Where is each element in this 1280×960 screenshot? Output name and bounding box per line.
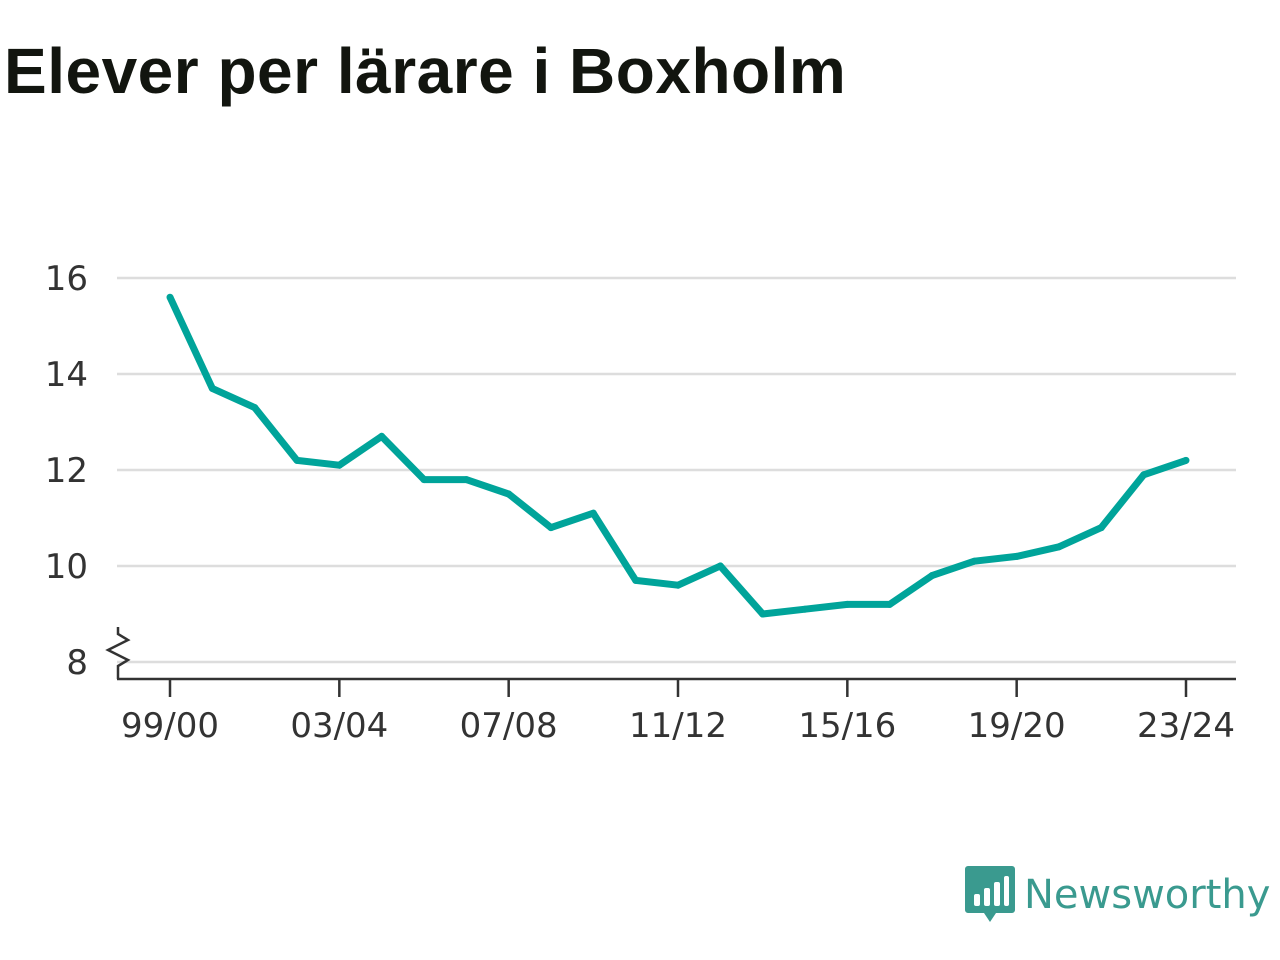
series-layer [166,293,1190,618]
y-tick-label: 16 [45,259,88,299]
data-point [716,562,724,570]
x-tick-label: 15/16 [798,706,896,746]
y-tick-label: 14 [45,355,88,395]
data-point [1097,524,1105,532]
y-tick-label: 8 [66,643,88,683]
x-axis-ticks: 99/00 03/04 07/08 11/12 15/16 19/20 23/24 [121,679,1235,746]
data-point [251,404,259,412]
data-point [1013,552,1021,560]
data-point [335,461,343,469]
data-point [759,610,767,618]
x-tick-label: 99/00 [121,706,219,746]
data-point [208,384,216,392]
data-point [632,576,640,584]
data-point [1140,471,1148,479]
data-point [674,581,682,589]
x-tick-label: 07/08 [460,706,558,746]
data-point [1182,456,1190,464]
y-axis-ticks: 8 10 12 14 16 [45,259,88,683]
data-point [843,600,851,608]
data-point [378,432,386,440]
y-tick-label: 10 [45,547,88,587]
gridlines [117,276,1236,664]
x-tick-label: 11/12 [629,706,727,746]
data-point [462,476,470,484]
brand-name: Newsworthy [1024,872,1271,918]
data-point [928,572,936,580]
data-point [801,605,809,613]
data-point [970,557,978,565]
data-point [420,476,428,484]
x-tick-label: 19/20 [968,706,1066,746]
y-tick-label: 12 [45,451,88,491]
brand-logo[interactable]: Newsworthy [964,864,1270,926]
x-tick-label: 03/04 [290,706,388,746]
data-point [293,456,301,464]
data-point [166,293,174,301]
data-point [505,490,513,498]
data-point [886,600,894,608]
data-point [589,509,597,517]
y-axis-break-icon [105,627,131,679]
x-tick-label: 23/24 [1137,706,1235,746]
data-point [1055,543,1063,551]
newsworthy-logo-icon [965,866,1015,922]
axes [105,627,1236,681]
chart-title: Elever per lärare i Boxholm [4,35,847,107]
data-point [547,524,555,532]
